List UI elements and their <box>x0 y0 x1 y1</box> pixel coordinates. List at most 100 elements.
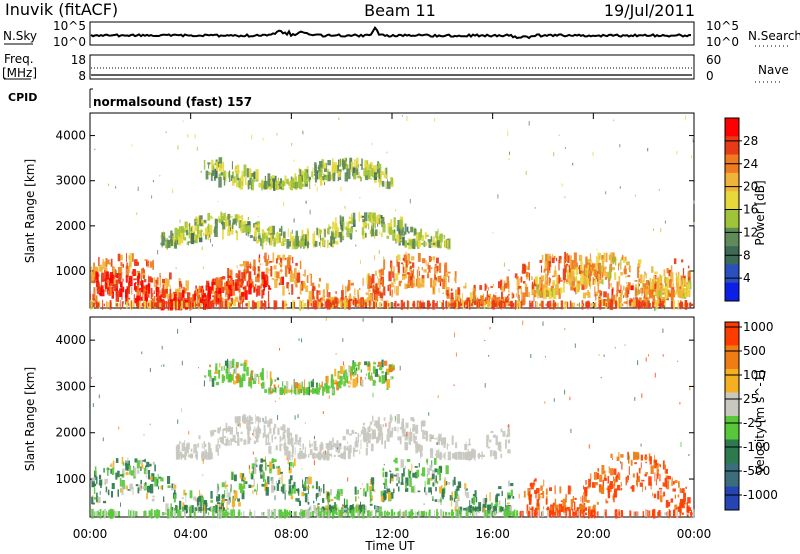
power-cell-4-56 <box>597 252 600 264</box>
velocity-cell-0-345 <box>261 483 265 487</box>
velocity-cell-0-575 <box>149 463 152 467</box>
power-strip-cell-381 <box>342 303 344 307</box>
power-cell-3-205 <box>337 171 341 178</box>
power-cell-0-472 <box>437 275 442 283</box>
freq-left-bottom-tick: 8 <box>78 69 86 83</box>
velocity-cell-3-149 <box>683 492 686 502</box>
power-colorbar-segment-0 <box>725 118 739 137</box>
velocity-cell-0-293 <box>289 462 293 467</box>
power-cell-0-926 <box>379 292 384 299</box>
velocity-cell-3-18 <box>586 500 590 503</box>
velocity-cell-3-233 <box>649 456 652 465</box>
power-sparse-cell-137 <box>201 246 203 250</box>
power-cell-0-375 <box>568 264 571 273</box>
velocity-cell-0-630 <box>387 491 391 501</box>
power-cell-4-46 <box>676 276 680 288</box>
power-cell-3-300 <box>332 161 335 173</box>
velocity-cell-0-159 <box>126 485 128 490</box>
power-cell-0-674 <box>687 265 690 269</box>
power-cell-1-142 <box>255 286 257 291</box>
power-cell-1-244 <box>134 298 138 304</box>
velocity-cell-1-224 <box>486 439 489 448</box>
velocity-cell-0-217 <box>469 500 471 508</box>
velocity-cell-0-139 <box>207 507 210 511</box>
velocity-cell-0-298 <box>410 486 415 493</box>
velocity-cell-1-482 <box>325 452 328 459</box>
power-strip-cell-103 <box>472 302 474 307</box>
power-cell-3-172 <box>212 165 214 176</box>
velocity-cell-1-412 <box>388 421 391 429</box>
velocity-cell-1-359 <box>314 441 316 448</box>
velocity-cell-1-54 <box>223 428 227 431</box>
power-strip-cell-153 <box>116 302 118 307</box>
velocity-cell-0-132 <box>304 493 308 503</box>
velocity-cell-2-155 <box>285 381 289 390</box>
velocity-cell-3-169 <box>610 468 613 476</box>
power-cell-2-335 <box>400 226 402 231</box>
power-cell-3-180 <box>205 170 209 180</box>
velocity-cell-3-106 <box>653 459 657 467</box>
power-cell-0-512 <box>543 269 546 273</box>
power-cell-2-220 <box>186 223 190 227</box>
velocity-strip-cell-261 <box>305 509 308 518</box>
power-cell-1-147 <box>101 272 105 282</box>
power-cell-0-208 <box>415 278 418 287</box>
power-cell-2-404 <box>178 237 181 246</box>
power-cell-2-63 <box>420 242 424 245</box>
power-cell-0-356 <box>597 284 599 292</box>
power-cell-0-381 <box>276 271 280 279</box>
velocity-cell-1-305 <box>331 454 333 458</box>
power-cell-0-602 <box>420 284 424 287</box>
power-cell-0-185 <box>328 292 331 297</box>
power-sparse-cell-136 <box>368 294 369 298</box>
power-cell-0-14 <box>299 260 302 270</box>
power-cell-0-74 <box>349 293 351 298</box>
velocity-cell-0-490 <box>466 507 468 511</box>
power-cell-3-294 <box>390 177 393 185</box>
power-strip-cell-278 <box>319 302 322 308</box>
velocity-cell-1-447 <box>186 445 189 454</box>
velocity-cell-1-463 <box>477 454 479 458</box>
power-cell-2-269 <box>378 214 380 225</box>
velocity-cell-0-49 <box>241 490 245 500</box>
power-strip-cell-396 <box>97 302 100 307</box>
power-cell-2-21 <box>324 228 326 238</box>
power-cell-3-143 <box>320 176 325 181</box>
power-cell-0-980 <box>407 254 410 266</box>
power-cell-0-729 <box>564 265 567 273</box>
power-cell-0-699 <box>446 289 449 296</box>
velocity-cell-3-31 <box>645 472 648 475</box>
velocity-cell-2-137 <box>381 375 385 384</box>
velocity-cell-0-436 <box>271 487 273 493</box>
velocity-cell-3-215 <box>583 493 587 502</box>
power-cell-1-101 <box>262 288 265 296</box>
power-cell-0-355 <box>345 286 347 295</box>
power-cell-0-982 <box>368 275 372 287</box>
velocity-cell-2-282 <box>227 358 229 368</box>
velocity-cell-2-210 <box>366 363 369 367</box>
velocity-cell-0-634 <box>275 480 277 484</box>
power-cell-2-157 <box>180 226 184 236</box>
velocity-cell-0-439 <box>323 484 325 494</box>
power-strip-cell-215 <box>120 299 122 310</box>
power-cell-0-718 <box>501 292 503 300</box>
velocity-cell-0-362 <box>362 506 364 513</box>
velocity-cell-0-203 <box>104 478 108 484</box>
velocity-cell-0-497 <box>99 474 102 480</box>
velocity-strip-cell-288 <box>350 510 353 518</box>
power-cell-2-387 <box>407 231 410 234</box>
power-cell-0-591 <box>534 279 536 286</box>
power-strip-cell-144 <box>160 301 163 309</box>
velocity-cell-2-103 <box>263 381 266 389</box>
velocity-cell-1-152 <box>326 452 329 460</box>
power-sparse-cell-18 <box>344 206 346 209</box>
power-cell-1-94 <box>251 285 253 289</box>
power-cell-0-207 <box>354 288 356 296</box>
velocity-cell-1-322 <box>368 433 372 440</box>
velocity-cell-3-3 <box>674 504 678 511</box>
velocity-cell-0-148 <box>365 505 367 513</box>
velocity-cell-2-110 <box>334 379 338 385</box>
power-cell-0-809 <box>493 294 495 298</box>
velocity-cell-2-52 <box>223 375 226 382</box>
